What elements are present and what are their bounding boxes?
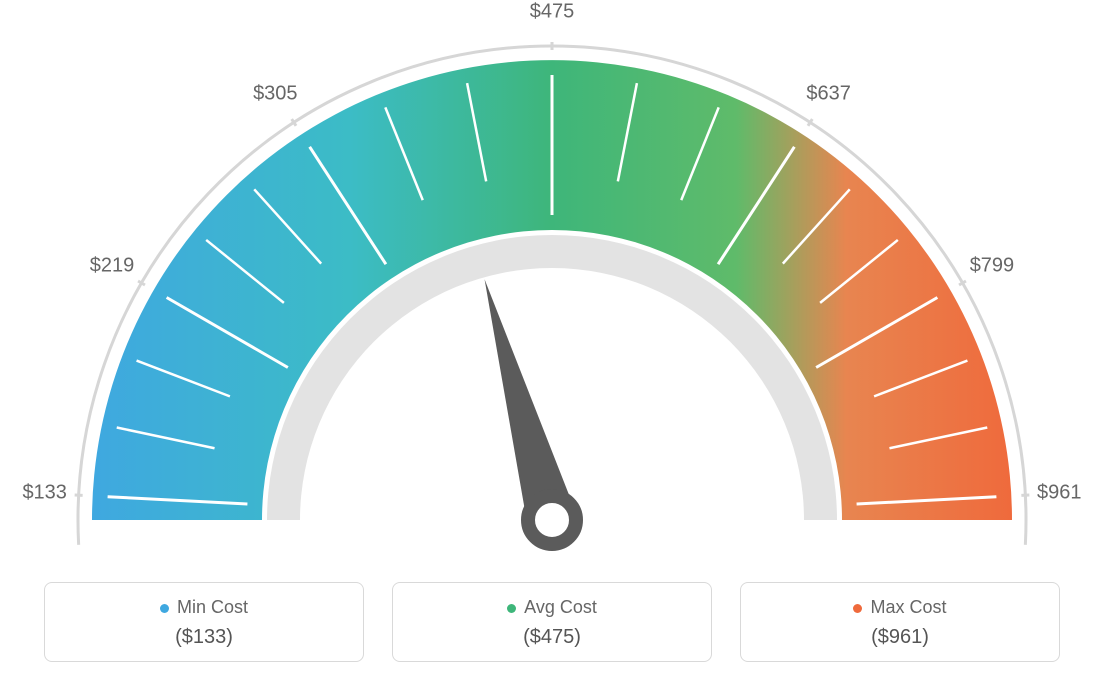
legend-max-label-text: Max Cost — [870, 597, 946, 617]
dot-icon — [507, 604, 516, 613]
gauge-svg — [42, 20, 1062, 580]
legend-row: Min Cost ($133) Avg Cost ($475) Max Cost… — [0, 582, 1104, 662]
cost-gauge: $133$219$305$475$637$799$961 — [42, 20, 1062, 585]
dot-icon — [160, 604, 169, 613]
legend-min-label-text: Min Cost — [177, 597, 248, 617]
tick-label: $475 — [530, 1, 575, 24]
legend-max-value: ($961) — [751, 626, 1049, 649]
legend-avg-label-text: Avg Cost — [524, 597, 597, 617]
legend-max-label: Max Cost — [751, 597, 1049, 618]
tick-label: $133 — [22, 482, 67, 505]
tick-label: $219 — [90, 255, 135, 278]
tick-label: $637 — [806, 82, 851, 105]
legend-min: Min Cost ($133) — [44, 582, 364, 662]
legend-avg-value: ($475) — [403, 626, 701, 649]
legend-min-value: ($133) — [55, 626, 353, 649]
legend-avg: Avg Cost ($475) — [392, 582, 712, 662]
legend-max: Max Cost ($961) — [740, 582, 1060, 662]
tick-label: $961 — [1037, 482, 1082, 505]
tick-label: $305 — [253, 82, 298, 105]
legend-avg-label: Avg Cost — [403, 597, 701, 618]
tick-label: $799 — [970, 255, 1015, 278]
dot-icon — [853, 604, 862, 613]
legend-min-label: Min Cost — [55, 597, 353, 618]
